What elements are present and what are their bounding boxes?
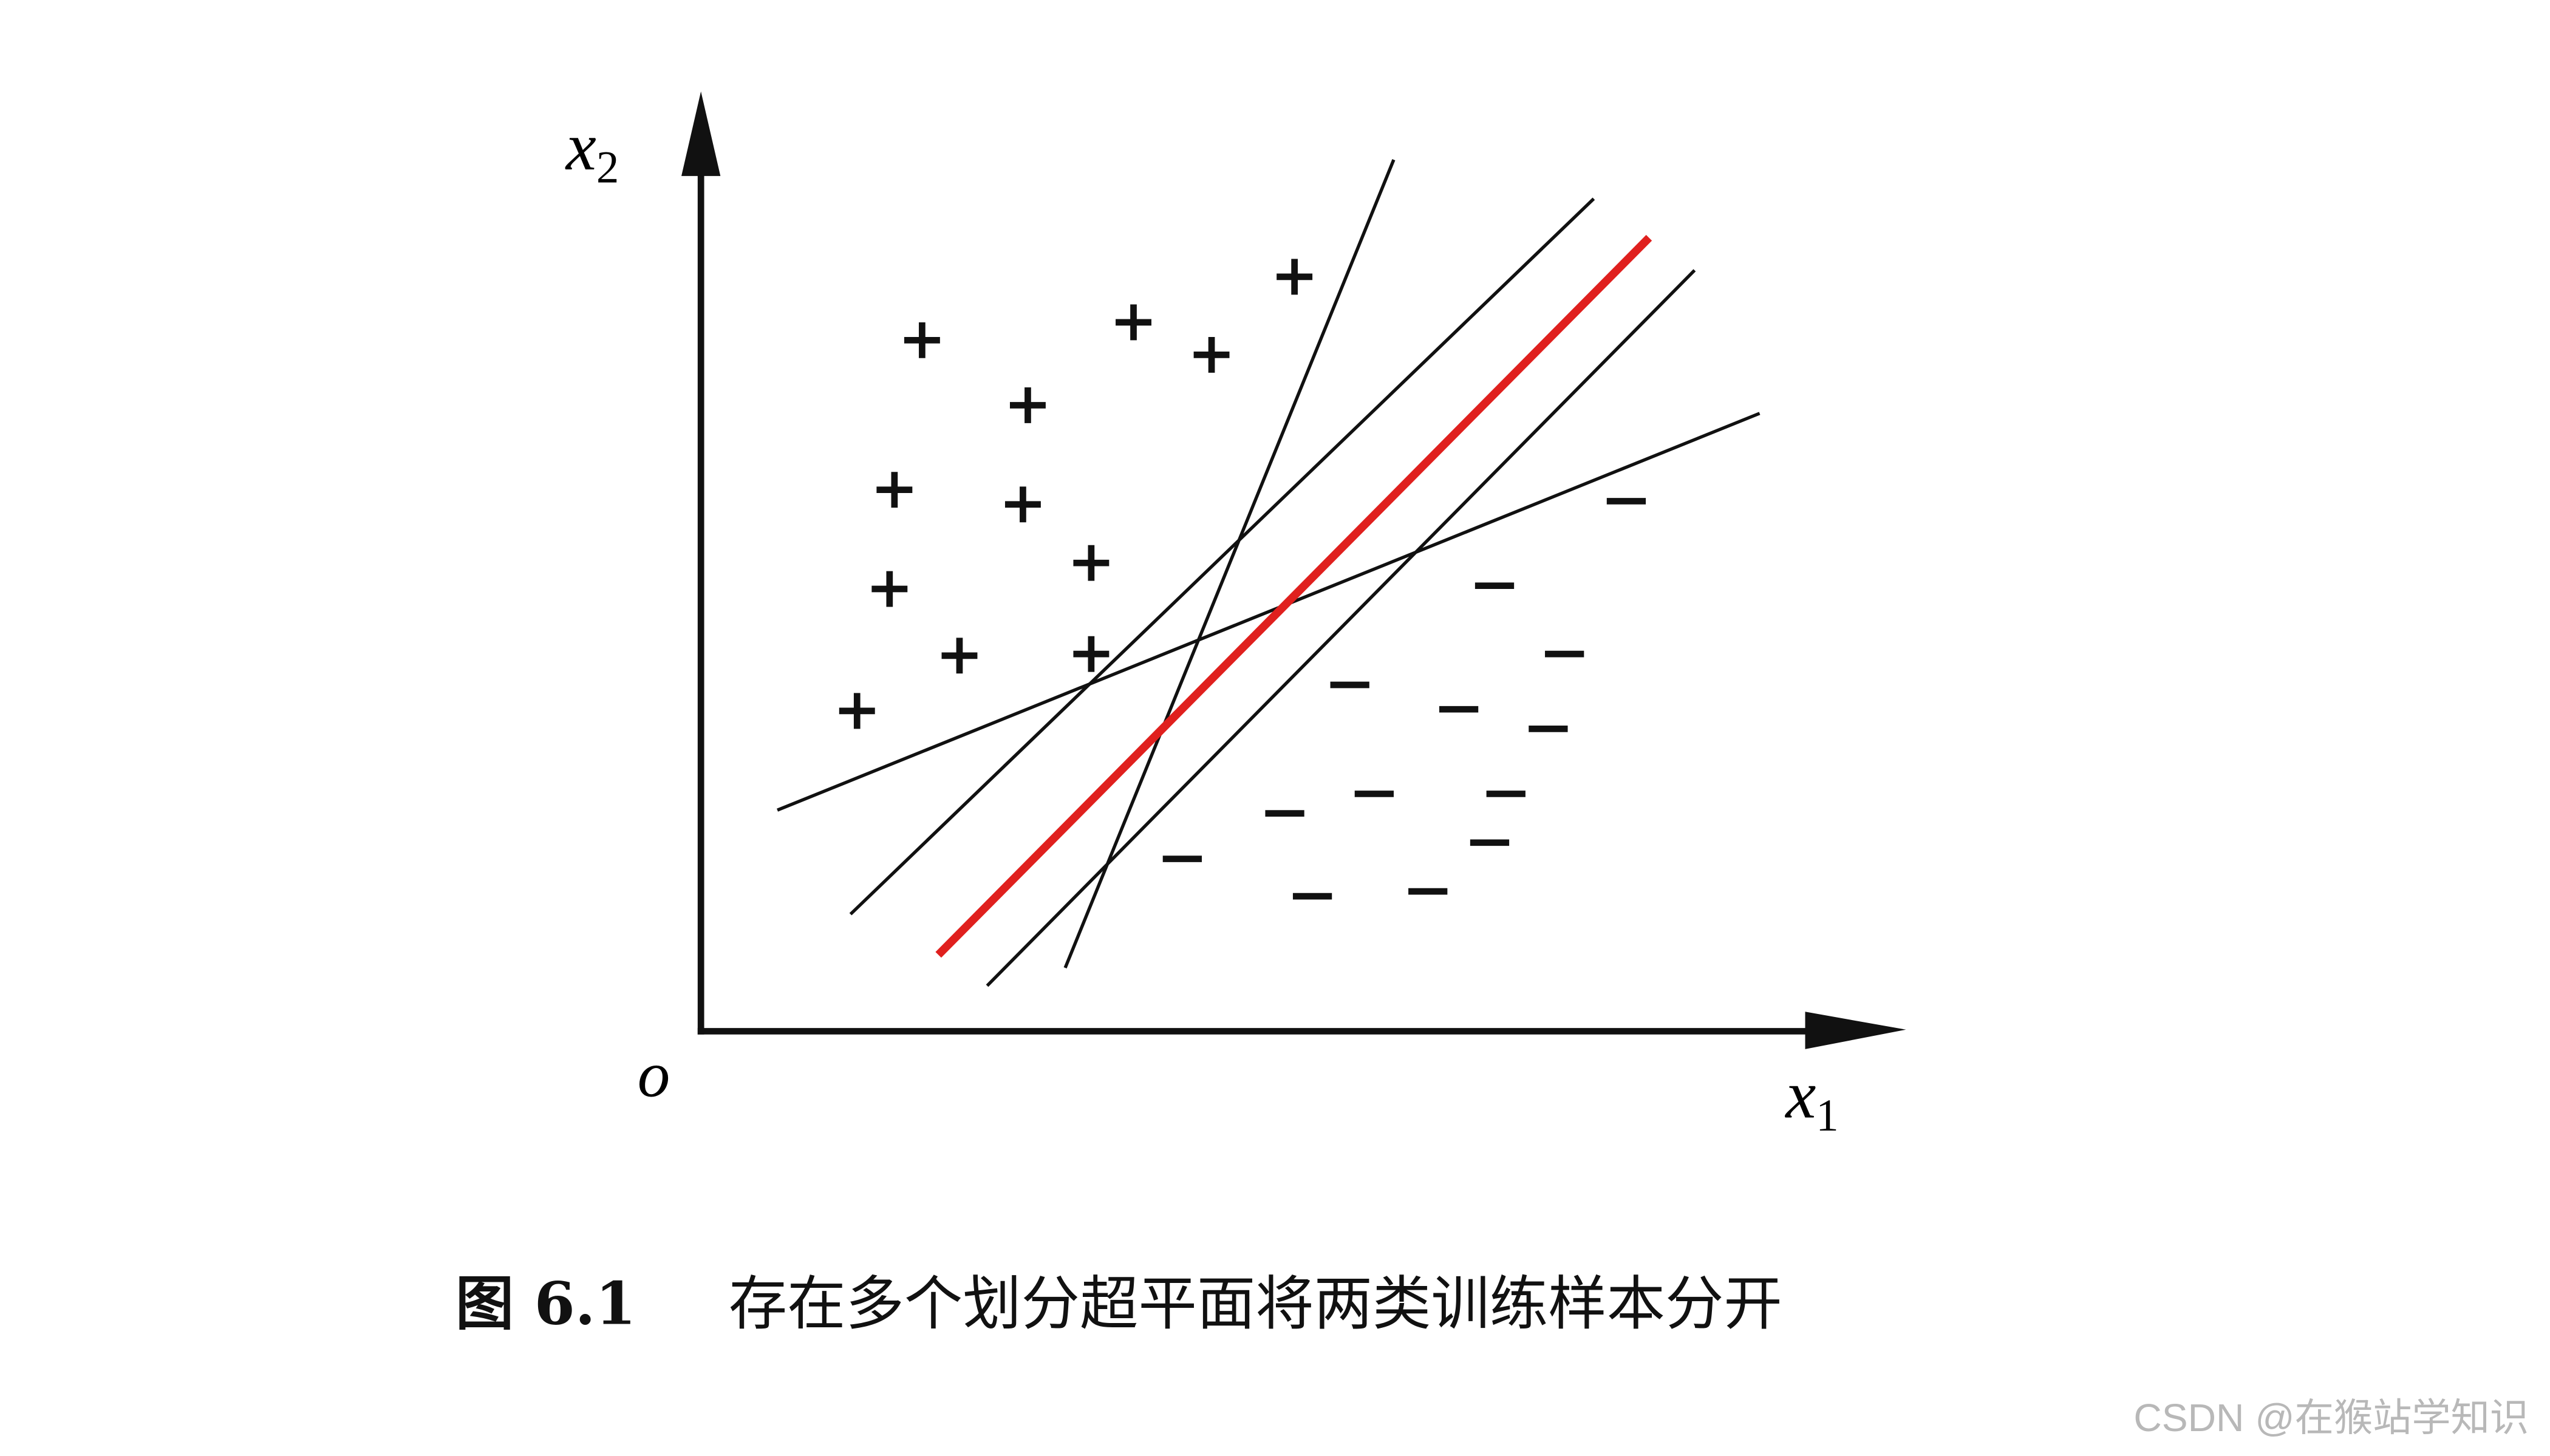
y-arrow <box>681 91 721 176</box>
y-axis-label: x2 <box>565 109 619 192</box>
samples <box>839 259 1646 900</box>
origin-label: o <box>638 1039 670 1111</box>
hyperplane <box>849 197 1595 916</box>
optimal-hyperplane <box>935 234 1652 958</box>
watermark: CSDN @在猴站学知识 <box>2133 1396 2529 1440</box>
y-label-base: x <box>565 109 596 185</box>
axes <box>697 163 1813 1035</box>
caption-text: 存在多个划分超平面将两类训练样本分开 <box>729 1270 1782 1338</box>
hyperplane <box>777 412 1761 812</box>
x-axis-label: x1 <box>1784 1057 1838 1140</box>
hyperplanes <box>777 159 1761 987</box>
y-label-sub: 2 <box>596 143 619 193</box>
hyperplane <box>1063 159 1396 969</box>
x-label-sub: 1 <box>1816 1090 1838 1141</box>
caption-number: 图 6.1 <box>455 1268 636 1338</box>
x-arrow <box>1805 1012 1906 1049</box>
x-label-base: x <box>1784 1057 1816 1132</box>
